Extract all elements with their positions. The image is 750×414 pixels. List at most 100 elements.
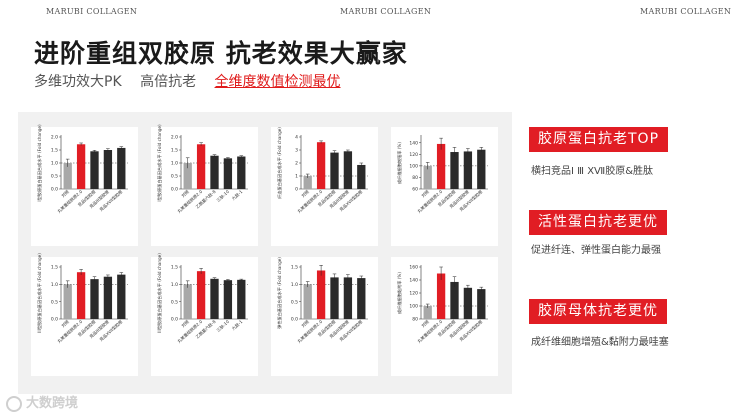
page-title: 进阶重组双胶原 抗老效果大赢家 [34,39,408,68]
bar-1 [183,284,192,319]
y-tick-label: 1.5 [291,265,298,271]
category-label: 九肽-1 [230,318,244,332]
subtitle-item-anti-aging: 高倍抗老 [140,74,197,90]
bar-1 [183,163,192,189]
bar-2 [316,270,326,319]
bar-chart-7: 弹性蛋白基因合成水平 (Fold change) 0.00.51.01.5对照丸美… [276,257,368,345]
y-tick-label: 2.0 [171,135,178,141]
bar-5 [117,274,126,319]
y-tick-label: 2.0 [51,135,58,141]
y-tick-label: 1.0 [171,282,178,288]
bar-2 [436,143,446,189]
bar-4 [343,277,353,319]
category-label: 对照 [420,318,431,329]
category-label: 对照 [60,188,71,199]
watermark-logo-icon [6,395,22,412]
y-tick-label: 3 [295,148,298,154]
y-tick-label: 120 [409,152,418,158]
y-tick-label: 1 [295,174,298,180]
bar-3 [210,278,219,319]
bar-2 [196,144,206,189]
brand-header-right: MARUBI COLLAGEN [640,7,732,16]
bar-4 [343,151,353,189]
bar-chart-8: 成纤维细胞黏附率 (%)80100120140160对照丸美重组胶原2.0竞品I… [396,265,488,345]
bar-2 [316,142,326,189]
bar-5 [117,147,126,189]
y-tick-label: 1.0 [171,161,178,167]
y-tick-label: 140 [409,278,418,284]
bar-3 [450,281,459,319]
highlight-badge-collagen: 胶原蛋白抗老TOP [529,127,669,152]
chart-card-6: III型胶原蛋白基因合成水平 (Fold change) 0.0 0.5 1.0 1.5… [151,253,258,376]
bar-1 [63,163,72,189]
y-axis-label: 成纤维细胞增殖率 (%) [396,142,403,184]
category-label: 竞品XVII型胶原 [98,318,124,343]
y-tick-label: 1.5 [171,265,178,271]
chart-card-5: III型胶原蛋白基因合成水平 (Fold change) 0.0 0.5 1.0 1.5… [31,253,138,376]
y-axis-label: III型胶原蛋白基因合成水平 (Fold change) [36,253,43,333]
y-tick-label: 2 [295,161,298,167]
bar-chart-6: III型胶原蛋白基因合成水平 (Fold change) 0.0 0.5 1.0 1.5… [156,253,248,345]
chart-card-1: I型胶原蛋白基因合成水平 (Fold change) 0.0 0.5 1.0 1.5 2.… [31,124,138,246]
y-tick-label: 1.0 [51,161,58,167]
category-label: 三肽-10 [215,318,231,334]
bar-1 [423,306,432,319]
bar-5 [477,289,486,319]
category-label: 竞品XVII型胶原 [98,188,124,213]
y-tick-label: 0 [295,187,298,193]
bar-chart-1: I型胶原蛋白基因合成水平 (Fold change) 0.0 0.5 1.0 1.5 2.… [36,124,128,215]
y-tick-label: 1.0 [291,282,298,288]
chart-card-3: 纤连蛋白基因合成水平 (Fold change) 0 1 2 3 4 对照 丸美重组胶原2.0… [271,127,378,246]
bar-2 [436,273,446,319]
bar-2 [76,144,86,189]
bar-5 [357,164,366,189]
y-tick-label: 0.5 [51,299,58,305]
watermark: 大数跨境 [6,392,78,412]
y-tick-label: 0.5 [171,174,178,180]
subtitle: 多维功效大PK 高倍抗老 全维度数值检测最优 [34,71,341,91]
bar-1 [303,176,312,189]
bar-3 [210,155,219,189]
bar-3 [90,151,99,189]
y-tick-label: 0.0 [171,317,178,323]
y-tick-label: 0.0 [291,317,298,323]
highlight-badge-active-protein: 活性蛋白抗老更优 [529,210,667,235]
bar-3 [90,279,99,319]
y-tick-label: 0.5 [51,174,58,180]
bar-5 [357,278,366,319]
category-label: 对照 [420,188,431,199]
y-axis-label: III型胶原蛋白基因合成水平 (Fold change) [156,253,163,333]
bar-5 [477,149,486,189]
y-tick-label: 1.0 [51,282,58,288]
bar-chart-5: III型胶原蛋白基因合成水平 (Fold change) 0.0 0.5 1.0 1.5… [36,253,128,345]
y-tick-label: 0.5 [171,299,178,305]
bar-4 [103,150,113,189]
y-tick-label: 80 [412,317,418,323]
bar-chart-2: I型胶原蛋白基因合成水平 (Fold change) 0.0 0.5 1.0 1.5 2.… [156,124,248,215]
bar-4 [463,151,473,189]
highlight-desc-active-protein: 促进纤连、弹性蛋白能力最强 [531,245,661,256]
y-tick-label: 160 [409,265,418,271]
bar-1 [63,284,72,319]
bar-3 [330,152,339,189]
highlight-desc-collagen-matrix: 成纤维细胞增殖&黏附力最哇塞 [531,337,669,348]
y-tick-label: 0.0 [51,187,58,193]
bar-4 [463,287,473,319]
y-tick-label: 0.5 [291,299,298,305]
y-axis-label: 弹性蛋白基因合成水平 (Fold change) [276,257,283,329]
bar-5 [237,279,246,319]
subtitle-highlight: 全维度数值检测最优 [214,74,341,90]
category-label: 对照 [60,318,71,329]
watermark-text: 大数跨境 [26,396,79,411]
bar-4 [223,280,233,319]
category-label: 竞品XVII型胶原 [338,188,364,213]
y-tick-label: 120 [409,291,418,297]
bar-5 [237,156,246,189]
y-tick-label: 1.5 [51,148,58,154]
category-label: 对照 [300,188,311,199]
bar-chart-3: 纤连蛋白基因合成水平 (Fold change) 01234对照丸美重组胶原2.0… [276,127,368,215]
chart-card-7: 弹性蛋白基因合成水平 (Fold change) 0.0 0.5 1.0 1.5 对照 丸美… [271,257,378,376]
category-label: 对照 [180,318,191,329]
bar-3 [450,152,459,189]
category-label: 竞品XVII型胶原 [458,188,484,213]
